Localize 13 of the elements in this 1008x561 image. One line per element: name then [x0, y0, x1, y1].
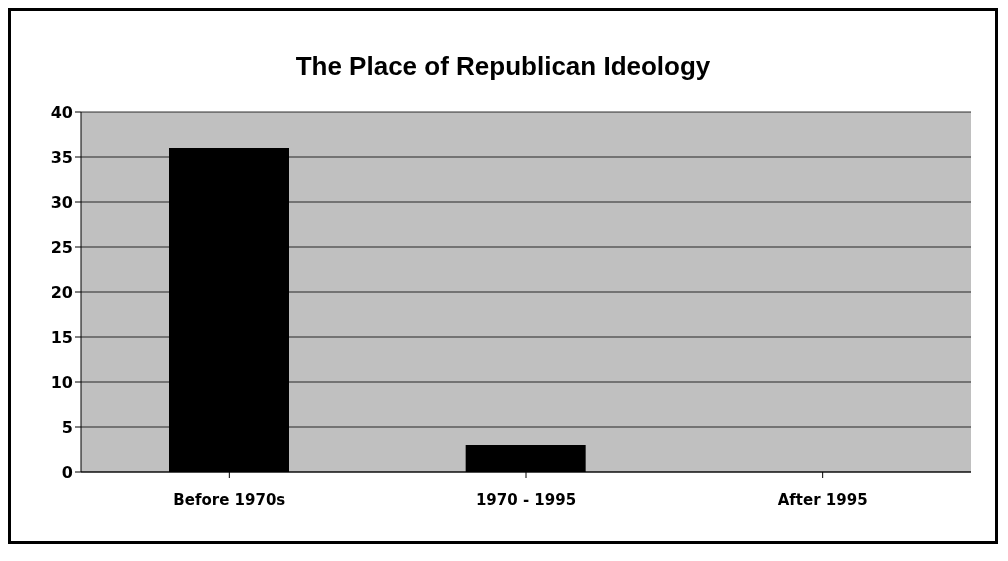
x-tick-label: After 1995 [777, 490, 868, 509]
y-tick-label: 10 [50, 372, 73, 392]
x-tick-label: 1970 - 1995 [475, 490, 577, 509]
y-tick-label: 40 [50, 102, 73, 122]
y-tick-label: 15 [50, 327, 73, 347]
y-tick-label: 20 [50, 282, 73, 302]
y-tick-label: 25 [50, 237, 73, 257]
chart-title: The Place of Republican Ideology [294, 51, 712, 82]
x-tick-label: Before 1970s [173, 490, 286, 509]
y-tick-label: 5 [61, 417, 73, 437]
y-tick-label: 35 [50, 147, 73, 167]
y-tick-label: 0 [61, 462, 73, 482]
y-tick-label: 30 [50, 192, 73, 212]
